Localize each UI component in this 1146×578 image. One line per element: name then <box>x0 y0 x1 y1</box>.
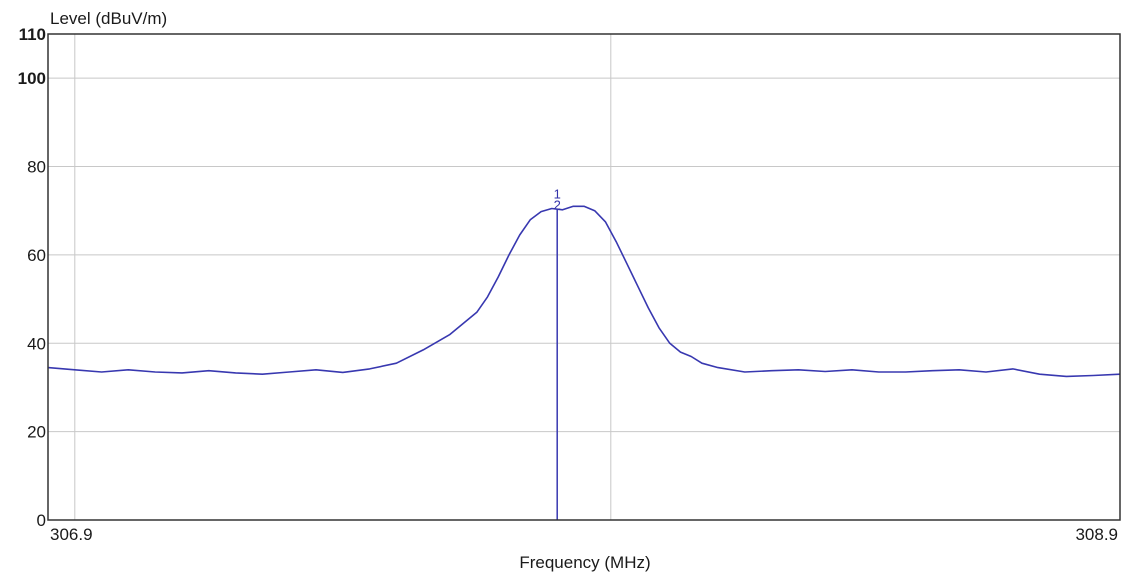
series-line <box>47 205 1121 378</box>
series-group <box>47 205 1121 378</box>
x-tick-label: 308.9 <box>1075 525 1118 544</box>
y-axis-label: Level (dBuV/m) <box>50 9 167 28</box>
y-tick-label: 100 <box>18 69 46 88</box>
y-tick-label: 80 <box>27 158 46 177</box>
x-tick-label: 306.9 <box>50 525 93 544</box>
grid-lines <box>48 34 1120 520</box>
y-tick-label: 40 <box>27 334 46 353</box>
marker-label: 1 <box>554 187 561 202</box>
y-tick-label: 60 <box>27 246 46 265</box>
plot-background <box>48 34 1120 520</box>
y-tick-label: 20 <box>27 423 46 442</box>
marker-label: 2 <box>554 198 561 213</box>
y-tick-label: 110 <box>19 25 46 44</box>
y-tick-label: 0 <box>37 511 46 530</box>
plot-frame <box>47 33 1121 521</box>
marker-group: 12 <box>554 187 561 520</box>
y-axis-ticks: 0 20 40 60 80 100 110 <box>18 25 46 530</box>
x-axis-ticks: 306.9 308.9 <box>50 525 1118 544</box>
x-axis-label: Frequency (MHz) <box>519 553 650 572</box>
